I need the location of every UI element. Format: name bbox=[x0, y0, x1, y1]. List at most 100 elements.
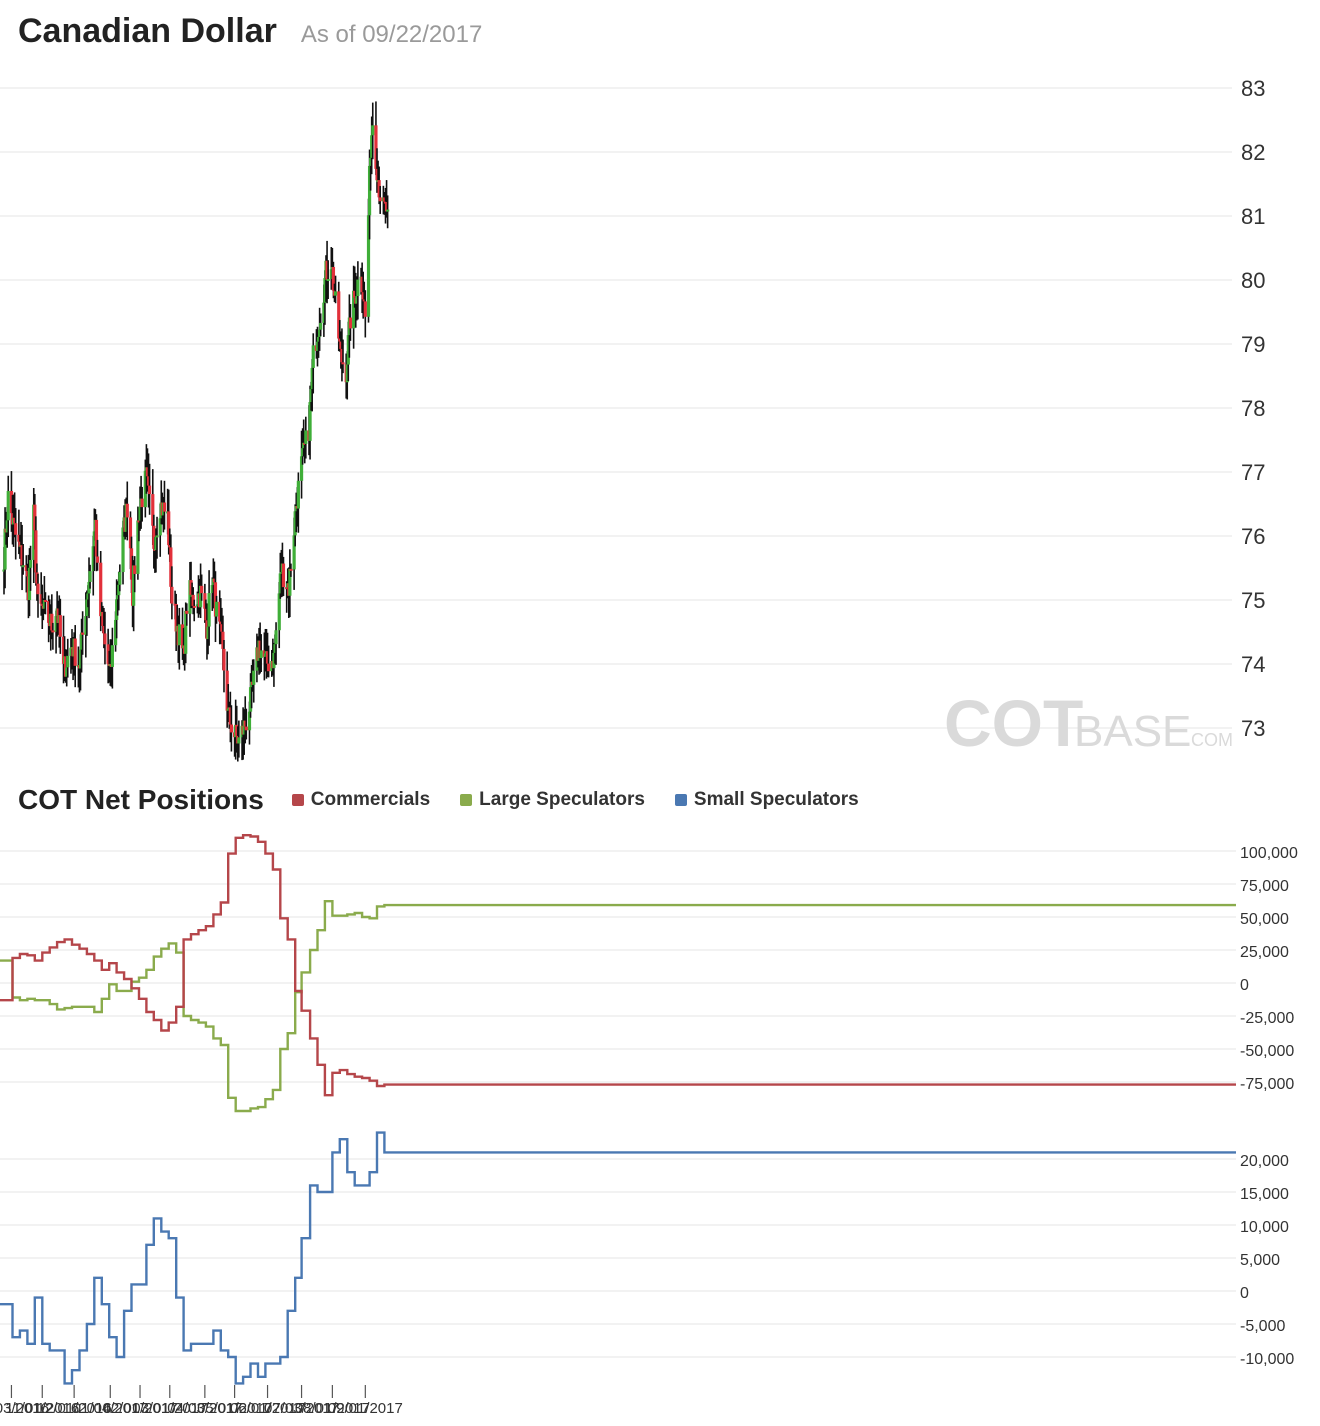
price-grid bbox=[0, 87, 1232, 729]
candle-body bbox=[145, 467, 150, 477]
candle-body bbox=[323, 278, 327, 303]
candle-body bbox=[369, 157, 373, 166]
candle-body bbox=[66, 655, 70, 668]
candle-body bbox=[32, 504, 36, 560]
candle-body bbox=[21, 565, 25, 568]
candle-body bbox=[325, 260, 329, 280]
small-speculators-line bbox=[0, 1131, 1236, 1385]
candle-body bbox=[386, 209, 390, 212]
candle-body bbox=[292, 535, 296, 570]
candle-body bbox=[242, 720, 246, 735]
candle-body bbox=[121, 527, 125, 573]
candle-body bbox=[311, 345, 315, 368]
candle-body bbox=[338, 338, 342, 342]
net-y-axis: 100,000 75,000 50,000 25,000 0 -25,000 -50,000… bbox=[1240, 845, 1298, 1093]
candle-body bbox=[378, 197, 382, 202]
price-tick-label: 76 bbox=[1241, 524, 1265, 549]
candle-body bbox=[116, 595, 120, 600]
candle-body bbox=[25, 570, 29, 577]
candle-body bbox=[94, 519, 99, 557]
price-y-axis: 73 74 75 76 77 78 79 80 81 82 83 bbox=[1241, 76, 1265, 741]
candle-body bbox=[267, 663, 271, 672]
candle-body bbox=[382, 197, 387, 202]
legend-label-large-speculators: Large Speculators bbox=[479, 789, 645, 810]
candle-body bbox=[308, 402, 312, 441]
price-tick-label: 79 bbox=[1241, 332, 1265, 357]
candle-body bbox=[281, 563, 286, 588]
candle-body bbox=[272, 652, 276, 669]
candle-body bbox=[88, 571, 92, 582]
candle-body bbox=[371, 125, 375, 136]
price-tick-label: 80 bbox=[1241, 268, 1265, 293]
legend-item-large-speculators[interactable]: Large Speculators bbox=[460, 789, 645, 811]
candle-body bbox=[58, 615, 62, 637]
candle-body bbox=[315, 341, 320, 351]
candle-body bbox=[106, 644, 110, 664]
candle-body bbox=[162, 502, 167, 512]
price-tick-label: 73 bbox=[1241, 716, 1265, 741]
candle-body bbox=[18, 541, 22, 547]
candle-body bbox=[356, 279, 360, 297]
candle-body bbox=[118, 572, 122, 585]
candle-body bbox=[125, 503, 129, 518]
candle-body bbox=[318, 329, 322, 337]
candle-body bbox=[273, 644, 277, 653]
legend-item-small-speculators[interactable]: Small Speculators bbox=[674, 789, 859, 811]
candle-body bbox=[138, 507, 142, 521]
candle-body bbox=[218, 601, 222, 622]
candle-body bbox=[207, 593, 211, 627]
candlestick-series bbox=[2, 101, 390, 762]
candle-body bbox=[219, 621, 223, 625]
candle-body bbox=[333, 291, 338, 296]
candle-body bbox=[129, 548, 134, 580]
candle-body bbox=[115, 599, 119, 620]
candle-body bbox=[47, 601, 51, 623]
small-grid bbox=[0, 1158, 1236, 1358]
candle-body bbox=[43, 600, 48, 603]
commercials-swatch-icon bbox=[291, 794, 304, 806]
candle-body bbox=[309, 389, 313, 403]
candle-body bbox=[213, 582, 218, 617]
candle-body bbox=[87, 581, 91, 594]
x-tick-label: 04/03/2017 bbox=[167, 1400, 242, 1417]
net-tick-label: 0 bbox=[1240, 977, 1249, 994]
candle-body bbox=[310, 367, 314, 390]
net-tick-label: -75,000 bbox=[1240, 1076, 1294, 1093]
candle-body bbox=[170, 586, 174, 604]
candle-body bbox=[78, 649, 83, 669]
net-tick-label: 25,000 bbox=[1240, 944, 1289, 961]
candle-body bbox=[229, 724, 234, 733]
candle-body bbox=[168, 545, 172, 548]
candle-body bbox=[204, 608, 208, 621]
candle-body bbox=[361, 292, 365, 300]
candle-body bbox=[92, 531, 96, 547]
candle-body bbox=[64, 656, 68, 677]
candle-body bbox=[341, 362, 345, 365]
legend-label-small-speculators: Small Speculators bbox=[693, 789, 859, 810]
candle-body bbox=[319, 322, 323, 330]
candle-body bbox=[198, 585, 203, 608]
candle-body bbox=[40, 603, 44, 606]
candle-body bbox=[113, 619, 118, 646]
candle-body bbox=[17, 534, 21, 542]
candle-body bbox=[3, 528, 7, 570]
candle-body bbox=[212, 578, 217, 583]
candle-body bbox=[355, 296, 359, 304]
candle-body bbox=[192, 605, 196, 608]
candle-body bbox=[206, 626, 210, 640]
candle-body bbox=[374, 125, 378, 169]
candle-body bbox=[151, 494, 155, 526]
candle-body bbox=[36, 583, 40, 595]
candle-body bbox=[316, 336, 321, 342]
candle-body bbox=[34, 530, 38, 573]
candle-body bbox=[143, 470, 147, 508]
candle-body bbox=[299, 456, 304, 481]
candle-body bbox=[167, 511, 171, 546]
candle-body bbox=[101, 611, 105, 626]
candle-body bbox=[329, 269, 333, 280]
candle-body bbox=[185, 610, 189, 614]
x-tick-label: 11/01/2016 bbox=[5, 1400, 79, 1417]
candle-body bbox=[158, 518, 162, 536]
candle-body bbox=[13, 517, 17, 524]
legend-item-commercials[interactable]: Commercials bbox=[291, 789, 430, 811]
